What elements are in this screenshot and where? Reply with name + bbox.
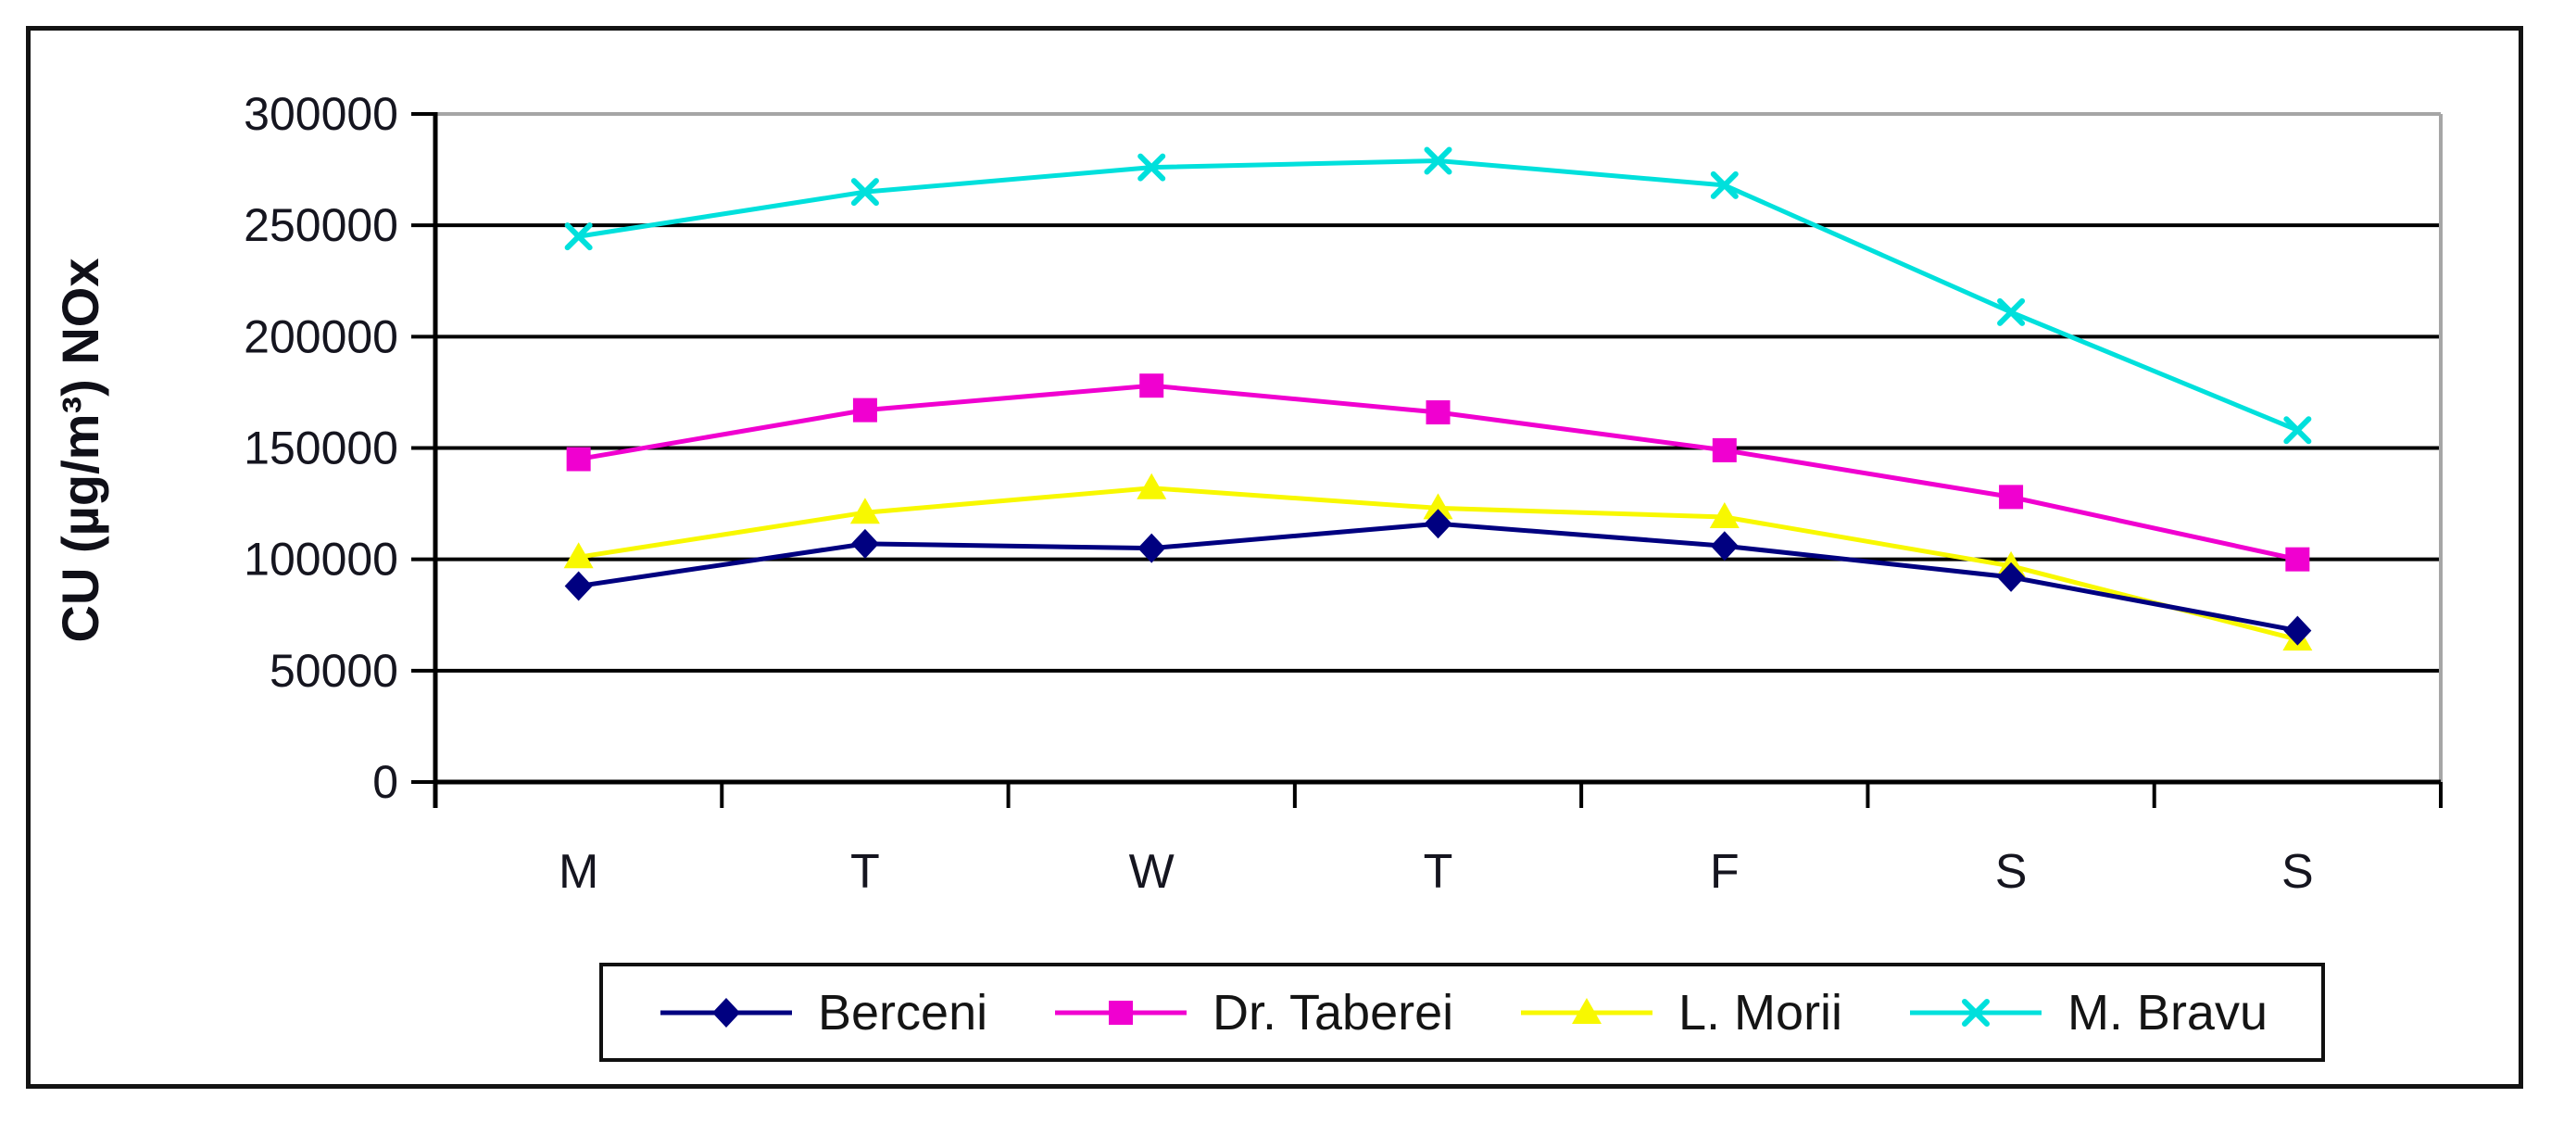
y-tick-label: 150000 xyxy=(244,423,398,474)
y-tick-label: 200000 xyxy=(244,310,398,362)
l-morii-marker xyxy=(1423,493,1453,520)
l-morii-marker xyxy=(849,498,880,524)
x-tick-label: S xyxy=(2281,845,2314,899)
dr-taberei-marker xyxy=(1999,485,2024,510)
m-bravu-marker xyxy=(564,222,593,251)
berceni-marker xyxy=(2283,615,2312,646)
berceni-marker xyxy=(1997,562,2026,592)
m-bravu-marker xyxy=(2283,416,2312,445)
l-morii-marker xyxy=(1137,473,1167,499)
berceni-line xyxy=(578,521,2298,634)
m-bravu-legend-marker xyxy=(1961,998,1990,1027)
legend-label-berceni: Berceni xyxy=(818,984,988,1041)
l-morii-marker xyxy=(563,542,594,569)
berceni-marker xyxy=(850,528,879,559)
dr-taberei-marker xyxy=(1426,400,1451,425)
m-bravu-marker xyxy=(850,178,879,207)
l-morii-marker xyxy=(1709,502,1740,529)
x-tick-label: W xyxy=(1129,845,1175,899)
square-marker-icon xyxy=(1054,1000,1187,1025)
dr-taberei-marker xyxy=(1139,373,1164,398)
x-tick-label: M xyxy=(559,845,598,899)
l-morii-legend-marker xyxy=(1572,997,1602,1024)
dr-taberei-marker xyxy=(852,397,877,423)
x-marker-icon xyxy=(1909,998,2042,1027)
m-bravu-marker xyxy=(1137,153,1166,182)
legend-box: Berceni Dr. Taberei L. Morii M. Bravu xyxy=(599,963,2325,1062)
legend-label-dr-taberei: Dr. Taberei xyxy=(1212,984,1454,1041)
berceni-legend-marker xyxy=(712,997,740,1028)
y-axis-title: CU (µg/m³) NOx xyxy=(51,259,109,643)
m-bravu-line xyxy=(578,158,2299,433)
berceni-marker xyxy=(564,571,593,601)
axis-labels: 0 50000 100000 150000 200000 250000 300000 M T W T… xyxy=(244,88,2314,899)
gridlines xyxy=(435,112,2443,797)
legend-item-m-bravu: M. Bravu xyxy=(1906,984,2268,1041)
m-bravu-marker xyxy=(1424,146,1452,175)
dr-taberei-legend-marker xyxy=(1108,1000,1133,1025)
dr-taberei-marker xyxy=(566,447,591,472)
y-tick-label: 50000 xyxy=(270,645,398,697)
legend-item-dr-taberei: Dr. Taberei xyxy=(1051,984,1453,1041)
triangle-marker-icon xyxy=(1521,997,1653,1024)
data-series xyxy=(563,146,2313,651)
berceni-marker xyxy=(1424,509,1452,539)
legend-item-berceni: Berceni xyxy=(657,984,987,1041)
legend-label-l-morii: L. Morii xyxy=(1678,984,1843,1041)
berceni-marker xyxy=(1710,531,1739,562)
berceni-marker xyxy=(1137,533,1166,563)
x-tick-label: S xyxy=(1995,845,2028,899)
m-bravu-marker xyxy=(1710,170,1739,199)
dr-taberei-marker xyxy=(1712,437,1737,462)
y-tick-label: 250000 xyxy=(244,199,398,251)
y-tick-label: 300000 xyxy=(244,88,398,140)
y-tick-label: 100000 xyxy=(244,534,398,586)
x-tick-label: T xyxy=(1424,845,1453,899)
diamond-marker-icon xyxy=(660,997,792,1028)
dr-taberei-marker xyxy=(2285,547,2310,572)
m-bravu-marker xyxy=(1997,297,2026,326)
x-tick-label: F xyxy=(1710,845,1740,899)
legend-item-l-morii: L. Morii xyxy=(1517,984,1842,1041)
y-tick-label: 0 xyxy=(372,756,398,808)
x-tick-label: T xyxy=(850,845,880,899)
legend-label-m-bravu: M. Bravu xyxy=(2067,984,2268,1041)
axes xyxy=(411,112,2443,808)
